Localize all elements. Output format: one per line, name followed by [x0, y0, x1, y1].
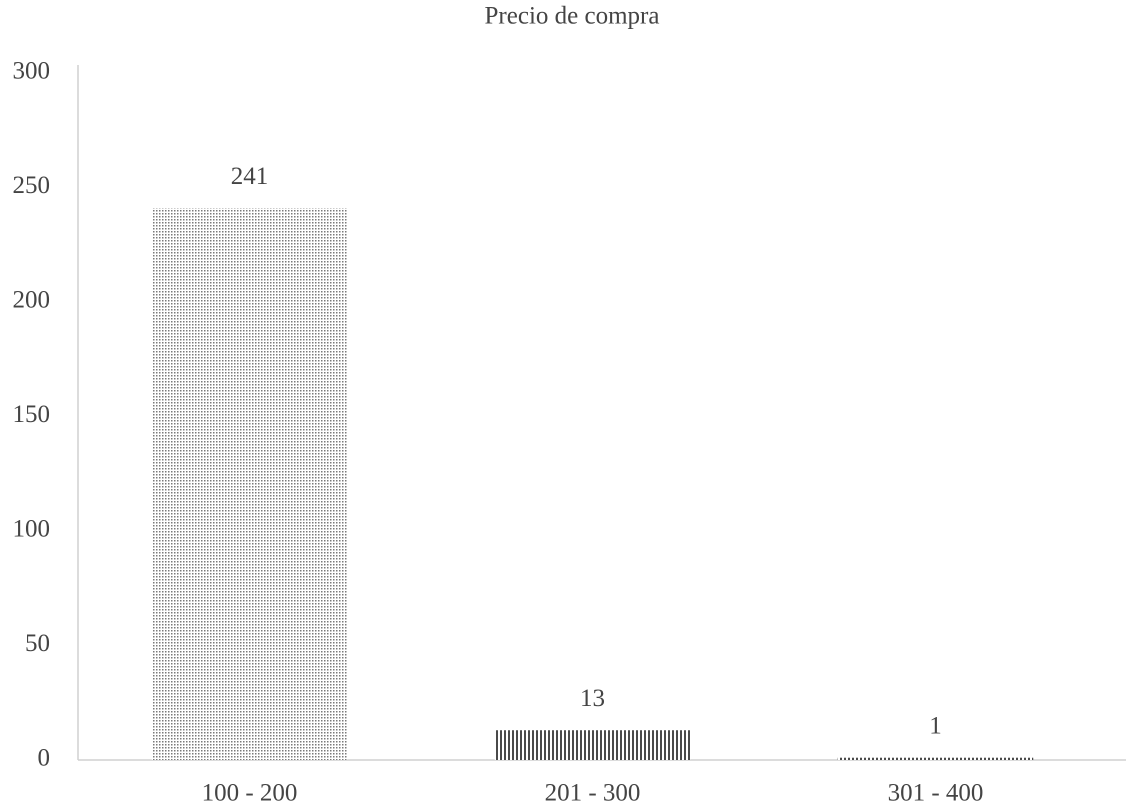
- y-tick-label: 300: [13, 58, 51, 85]
- y-tick-label: 0: [38, 745, 51, 772]
- y-tick-label: 100: [13, 516, 51, 543]
- data-label: 1: [929, 712, 942, 739]
- x-tick-label: 100 - 200: [202, 780, 298, 807]
- x-tick-label: 301 - 400: [888, 780, 984, 807]
- x-tick-label: 201 - 300: [545, 780, 641, 807]
- y-tick-label: 50: [25, 630, 50, 657]
- bar: [151, 208, 348, 761]
- data-label: 13: [580, 685, 605, 712]
- data-label: 241: [231, 163, 269, 190]
- y-tick-label: 150: [13, 401, 51, 428]
- y-tick-label: 250: [13, 172, 51, 199]
- bar: [837, 757, 1034, 760]
- chart-title: Precio de compra: [485, 3, 660, 30]
- bar: [494, 730, 691, 760]
- y-tick-label: 200: [13, 287, 51, 314]
